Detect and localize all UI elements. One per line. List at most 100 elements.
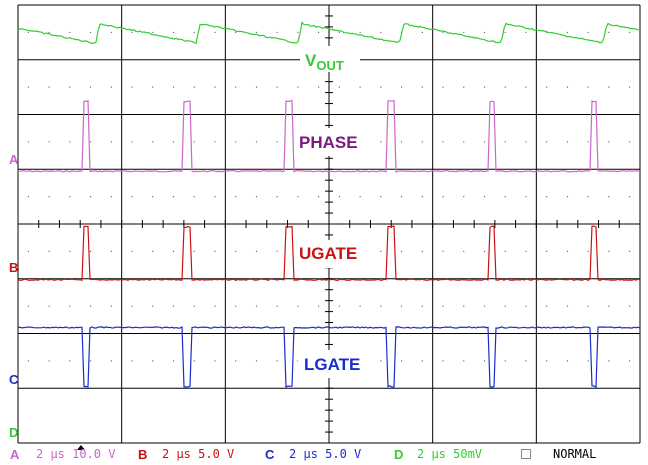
grid-dot — [608, 250, 610, 252]
grid-dot — [69, 86, 71, 88]
ugate-label: UGATE — [299, 244, 357, 263]
grid-dot — [235, 250, 237, 252]
grid-dot — [463, 141, 465, 143]
checkbox-icon[interactable] — [521, 449, 531, 459]
graticule-grid — [17, 4, 641, 450]
grid-dot — [525, 196, 527, 198]
grid-dot — [483, 305, 486, 307]
grid-dot — [193, 31, 195, 33]
grid-dot — [214, 86, 216, 88]
svg-text:VOUT: VOUT — [305, 51, 344, 73]
grid-dot — [380, 141, 382, 143]
grid-dot — [235, 196, 237, 198]
grid-dot — [235, 305, 237, 307]
grid-dot — [442, 31, 444, 33]
grid-dot — [255, 196, 258, 198]
grid-dot — [483, 250, 486, 252]
status-a-letter: A — [10, 447, 20, 462]
grid-dot — [172, 305, 175, 307]
grid-dot — [338, 86, 340, 88]
grid-dot — [131, 141, 133, 143]
grid-dot — [546, 250, 548, 252]
grid-dot — [110, 141, 112, 143]
grid-dot — [442, 360, 444, 362]
grid-dot — [110, 196, 112, 198]
grid-dot — [400, 141, 403, 143]
grid-dot — [587, 250, 589, 252]
trigger-marker-icon — [77, 445, 85, 450]
grid-dot — [69, 141, 71, 143]
grid-dot — [504, 305, 506, 307]
grid-dot — [421, 305, 423, 307]
grid-dot — [546, 360, 548, 362]
grid-dot — [587, 305, 589, 307]
grid-dot — [255, 305, 258, 307]
grid-dot — [400, 305, 403, 307]
grid-dot — [525, 86, 527, 88]
grid-dot — [193, 196, 195, 198]
grid-dot — [48, 141, 50, 143]
grid-dot — [214, 305, 216, 307]
grid-dot — [546, 196, 548, 198]
grid-dot — [608, 305, 610, 307]
grid-dot — [400, 360, 403, 362]
grid-dot — [89, 360, 92, 362]
channel-c-marker: C — [9, 372, 19, 387]
grid-dot — [27, 196, 29, 198]
grid-dot — [276, 196, 278, 198]
grid-dot — [276, 360, 278, 362]
grid-dot — [193, 141, 195, 143]
grid-dot — [546, 305, 548, 307]
status-c-text: 2 µs 5.0 V — [289, 447, 362, 461]
grid-dot — [193, 305, 195, 307]
grid-dot — [338, 196, 340, 198]
grid-dot — [608, 196, 610, 198]
grid-dot — [504, 360, 506, 362]
grid-dot — [172, 86, 175, 88]
grid-dot — [255, 86, 258, 88]
grid-dot — [380, 86, 382, 88]
grid-dot — [276, 250, 278, 252]
grid-dot — [193, 360, 195, 362]
grid-dot — [69, 360, 71, 362]
grid-dot — [152, 250, 154, 252]
grid-dot — [463, 360, 465, 362]
grid-dot — [48, 31, 50, 33]
grid-dot — [608, 141, 610, 143]
vout-waveform — [17, 21, 641, 45]
grid-dot — [629, 31, 631, 33]
grid-dot — [483, 196, 486, 198]
grid-dot — [193, 86, 195, 88]
grid-dot — [131, 196, 133, 198]
grid-dot — [380, 31, 382, 33]
grid-dot — [131, 31, 133, 33]
grid-dot — [525, 250, 527, 252]
grid-dot — [359, 86, 361, 88]
grid-dot — [214, 31, 216, 33]
grid-dot — [131, 360, 133, 362]
grid-dot — [27, 360, 29, 362]
grid-dot — [483, 141, 486, 143]
lgate-label: LGATE — [304, 355, 360, 374]
grid-dot — [380, 196, 382, 198]
grid-dot — [27, 250, 29, 252]
grid-dot — [318, 196, 320, 198]
grid-dot — [48, 86, 50, 88]
grid-dot — [421, 250, 423, 252]
vout-label-main: V — [305, 51, 317, 70]
grid-dot — [69, 196, 71, 198]
grid-dot — [629, 141, 631, 143]
grid-dot — [235, 86, 237, 88]
grid-dot — [48, 196, 50, 198]
status-mode-text: NORMAL — [553, 447, 597, 461]
grid-dot — [297, 31, 299, 33]
grid-dot — [338, 305, 340, 307]
status-d-letter: D — [394, 447, 404, 462]
grid-dot — [463, 196, 465, 198]
vout-label-sub: OUT — [316, 58, 344, 73]
grid-dot — [110, 250, 112, 252]
grid-dot — [255, 31, 258, 33]
grid-dot — [629, 86, 631, 88]
grid-dot — [297, 86, 299, 88]
grid-dot — [504, 86, 506, 88]
